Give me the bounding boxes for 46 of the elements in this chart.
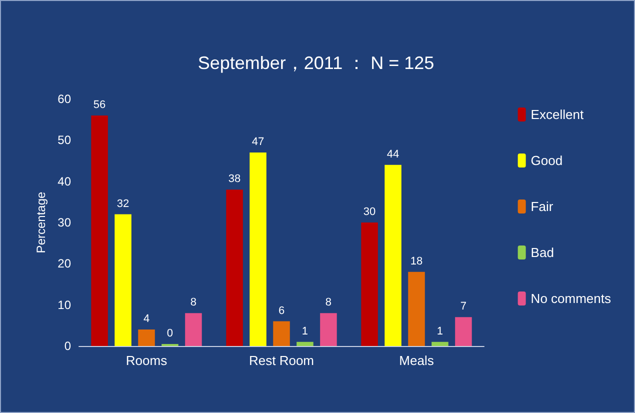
- data-label: 1: [436, 325, 444, 338]
- x-tick-label: Meals: [399, 353, 434, 368]
- bar: [296, 342, 314, 346]
- y-tick-label: 30: [58, 216, 72, 230]
- bar: [250, 152, 266, 346]
- bar: [408, 272, 425, 346]
- data-label: 1: [302, 325, 308, 338]
- data-label: 47: [252, 136, 264, 148]
- data-label: 32: [116, 198, 130, 210]
- bar: [91, 115, 108, 346]
- legend-label: Fair: [530, 199, 554, 214]
- y-axis-title: Percentage: [34, 191, 48, 254]
- bar: [114, 214, 132, 346]
- bar: [320, 313, 337, 346]
- bar: [432, 342, 448, 346]
- y-tick-label: 10: [58, 298, 72, 312]
- data-label: 38: [228, 173, 241, 186]
- legend-label: No comments: [530, 291, 612, 306]
- data-label: 4: [143, 313, 150, 326]
- y-tick-label: 0: [64, 339, 72, 353]
- legend-label: Good: [530, 153, 563, 168]
- x-tick-label: Rooms: [126, 353, 168, 368]
- data-label: 7: [460, 300, 467, 313]
- data-label: 8: [325, 296, 332, 309]
- data-label: 0: [166, 328, 174, 340]
- data-label: 6: [278, 304, 285, 317]
- bar: [185, 313, 202, 346]
- y-tick-label: 40: [58, 174, 72, 188]
- y-tick-label: 20: [58, 256, 72, 271]
- legend-label: Excellent: [530, 107, 584, 122]
- bar: [138, 330, 155, 346]
- y-tick-label: 60: [58, 92, 72, 106]
- y-tick-label: 50: [58, 133, 72, 148]
- data-label: 30: [363, 206, 376, 218]
- bar: [361, 222, 378, 346]
- bar: [384, 164, 402, 346]
- legend-label: Bad: [530, 245, 554, 260]
- bar: [226, 190, 243, 346]
- data-label: 56: [93, 98, 106, 111]
- data-label: 44: [386, 148, 400, 160]
- bar: [273, 321, 290, 346]
- data-label: 8: [190, 296, 197, 309]
- bar: [455, 317, 472, 346]
- data-label: 18: [410, 255, 423, 268]
- x-tick-label: Rest Room: [248, 353, 314, 368]
- chart-title: September，2011 ： N = 125: [198, 53, 434, 73]
